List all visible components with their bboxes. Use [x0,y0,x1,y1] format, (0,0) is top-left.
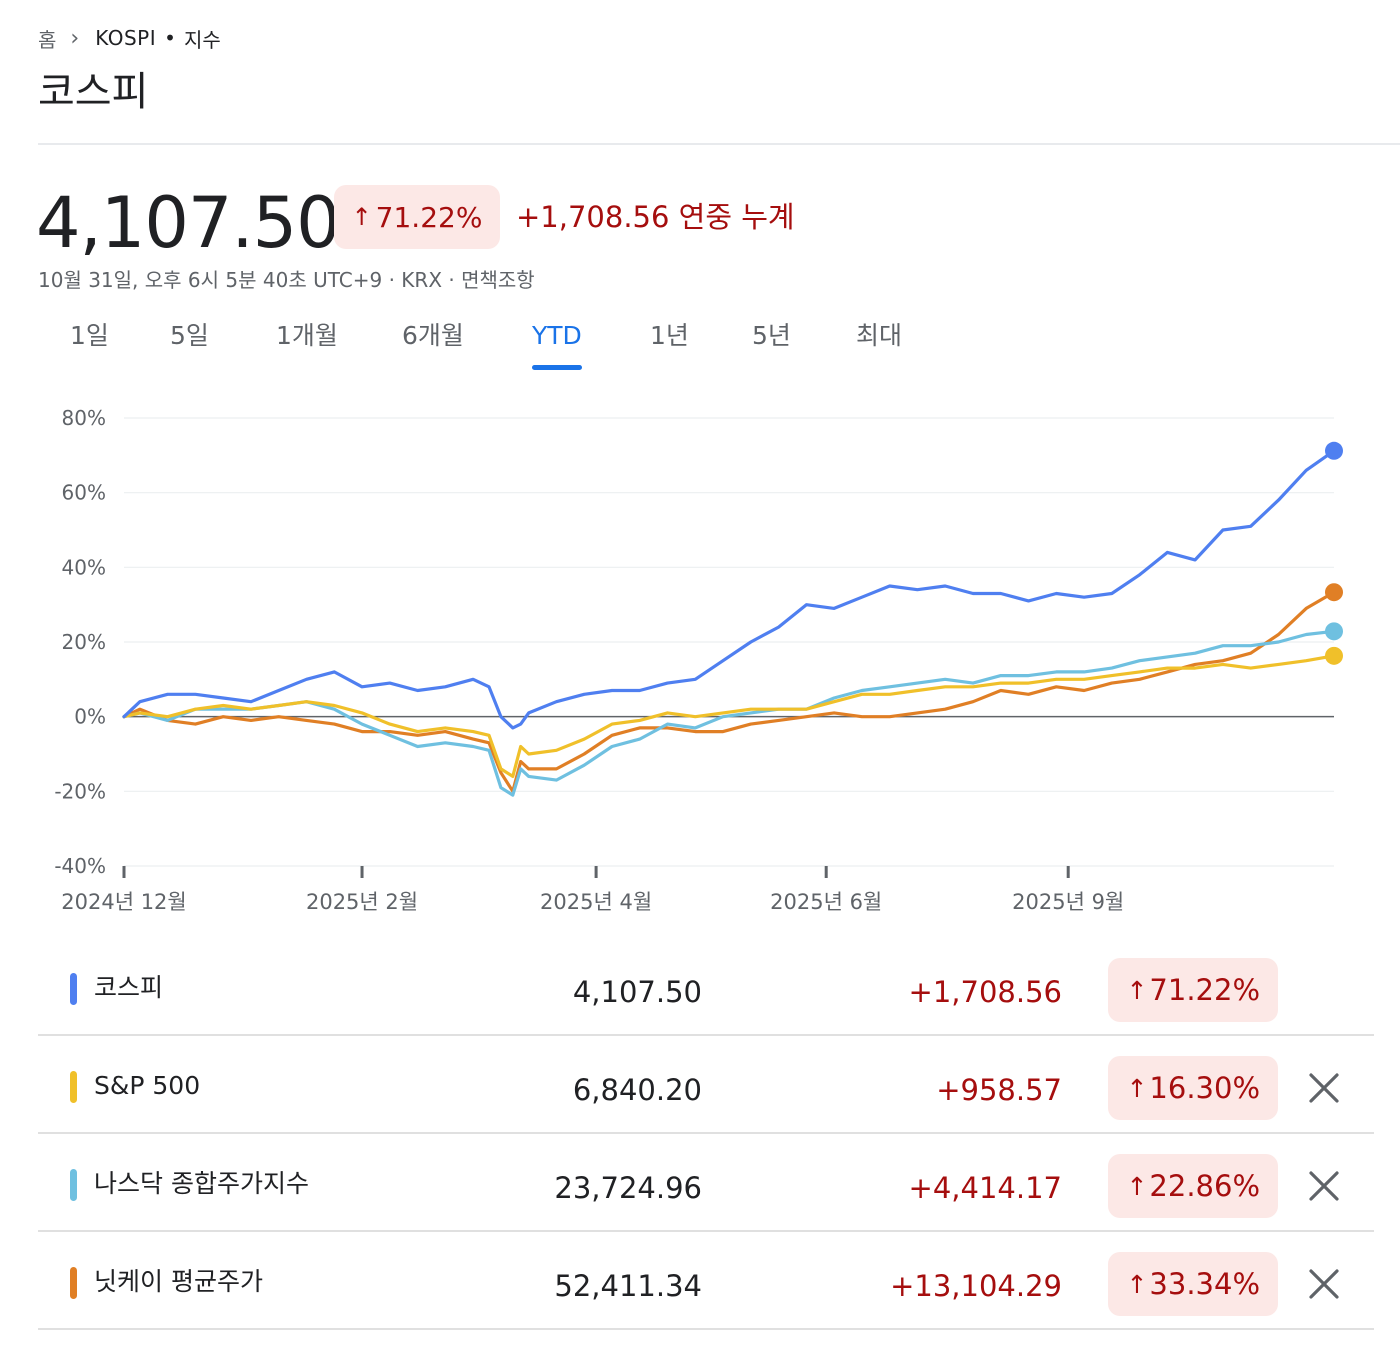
comparison-row[interactable]: 코스피 4,107.50 +1,708.56 ↑ 71.22% [38,940,1374,1036]
arrow-up-icon: ↑ [1126,1171,1148,1201]
breadcrumb: 홈 › KOSPI • 지수 [38,24,221,52]
row-value: 6,840.20 [572,1073,702,1107]
absolute-change: +1,708.56 연중 누계 [516,193,795,241]
row-change: +13,104.29 [890,1269,1062,1303]
percent-change-value: 71.22% [375,200,483,234]
row-percent-badge: ↑ 22.86% [1108,1154,1278,1218]
arrow-up-icon: ↑ [1126,975,1148,1005]
row-percent-badge: ↑ 16.30% [1108,1056,1278,1120]
series-endpoint-1 [1325,646,1343,665]
row-change: +1,708.56 [908,975,1062,1009]
close-icon[interactable] [1304,1166,1344,1206]
current-price: 4,107.50 [36,182,341,264]
tab-1y[interactable]: 1년 [650,321,689,350]
x-tick-label: 2025년 9월 [1012,890,1124,914]
row-change: +958.57 [936,1073,1062,1107]
row-name: 닛케이 평균주가 [94,1267,263,1296]
y-tick-label: 0% [74,705,106,729]
comparison-row[interactable]: 닛케이 평균주가 52,411.34 +13,104.29 ↑ 33.34% [38,1234,1374,1330]
tab-1d[interactable]: 1일 [70,321,109,350]
active-tab-indicator [532,365,582,370]
breadcrumb-type: 지수 [183,27,221,52]
row-percent-value: 22.86% [1149,1169,1260,1203]
chevron-right-icon: › [70,25,80,51]
tab-6m[interactable]: 6개월 [402,321,464,350]
row-divider [38,1328,1374,1330]
percent-change-badge: ↑ 71.22% [334,185,500,249]
row-name: S&P 500 [94,1071,201,1100]
series-color-swatch [70,1071,77,1103]
row-percent-badge: ↑ 33.34% [1108,1252,1278,1316]
close-icon[interactable] [1304,1264,1344,1304]
row-value: 23,724.96 [554,1171,702,1205]
y-tick-label: 60% [62,481,106,505]
y-tick-label: 40% [62,555,106,579]
row-value: 4,107.50 [572,975,702,1009]
close-icon[interactable] [1304,1068,1344,1108]
y-tick-label: -20% [54,779,106,803]
row-name: 나스닥 종합주가지수 [94,1169,309,1198]
row-change: +4,414.17 [908,1171,1062,1205]
series-endpoint-3 [1325,583,1343,602]
row-name: 코스피 [94,973,164,1002]
series-endpoint-0 [1325,441,1343,460]
x-tick-label: 2025년 2월 [306,890,418,914]
absolute-change-value: +1,708.56 [516,200,670,234]
tab-1m[interactable]: 1개월 [276,321,338,350]
comparison-row[interactable]: S&P 500 6,840.20 +958.57 ↑ 16.30% [38,1038,1374,1134]
series-line-1 [122,654,1336,778]
tab-ytd[interactable]: YTD [532,312,582,370]
row-percent-value: 33.34% [1149,1267,1260,1301]
row-value: 52,411.34 [554,1269,702,1303]
breadcrumb-separator: • [164,26,176,50]
page-title: 코스피 [38,69,149,115]
series-color-swatch [70,1169,77,1201]
quote-meta: 10월 31일, 오후 6시 5분 40초 UTC+9 · KRX · 면책조항 [38,268,535,292]
series-line-3 [122,590,1336,793]
comparison-line-chart[interactable]: 80% 60% 40% 20% 0% -20% -40% 2024년 12월 2025년 2월… [0,390,1400,930]
header-divider [38,143,1400,145]
y-tick-label: 80% [62,406,106,430]
row-divider [38,1132,1374,1134]
x-tick-label: 2025년 4월 [540,890,652,914]
y-tick-label: -40% [54,854,106,878]
series-color-swatch [70,973,77,1005]
x-tick-label: 2025년 6월 [770,890,882,914]
series-endpoint-2 [1325,622,1343,641]
tab-5y[interactable]: 5년 [752,321,791,350]
series-line-2 [122,629,1336,797]
breadcrumb-home-link[interactable]: 홈 [38,27,57,52]
y-tick-label: 20% [62,630,106,654]
period-label: 연중 누계 [678,200,795,234]
arrow-up-icon: ↑ [1126,1269,1148,1299]
row-percent-badge: ↑ 71.22% [1108,958,1278,1022]
row-divider [38,1230,1374,1232]
tab-5d[interactable]: 5일 [170,321,209,350]
breadcrumb-symbol: KOSPI [95,26,157,50]
series-line-0 [122,449,1336,730]
tab-max[interactable]: 최대 [856,321,903,350]
arrow-up-icon: ↑ [1126,1073,1148,1103]
arrow-up-icon: ↑ [351,203,372,231]
series-color-swatch [70,1267,77,1299]
row-percent-value: 16.30% [1149,1071,1260,1105]
x-tick-label: 2024년 12월 [61,890,186,914]
row-divider [38,1034,1374,1036]
comparison-row[interactable]: 나스닥 종합주가지수 23,724.96 +4,414.17 ↑ 22.86% [38,1136,1374,1232]
row-percent-value: 71.22% [1149,973,1260,1007]
